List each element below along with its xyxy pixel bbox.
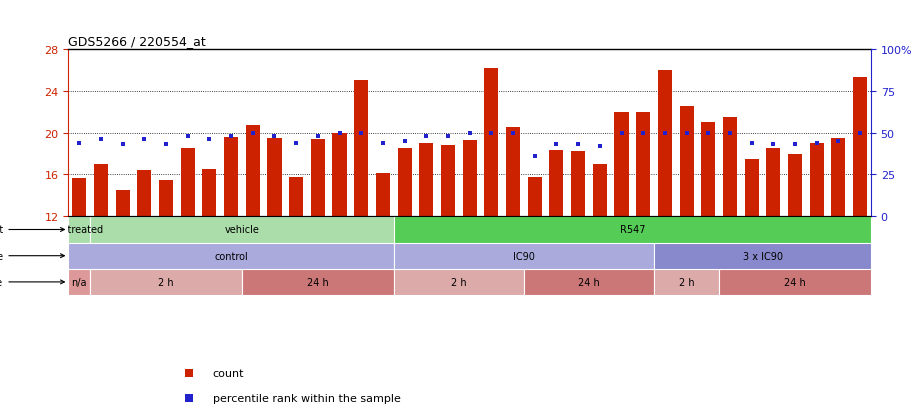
Bar: [809, 144, 823, 217]
Bar: [224, 138, 238, 217]
Bar: [548, 151, 563, 217]
Bar: [523, 269, 653, 295]
Text: 24 h: 24 h: [783, 277, 805, 287]
Bar: [852, 78, 866, 217]
Bar: [202, 170, 216, 217]
Text: GDS5266 / 220554_at: GDS5266 / 220554_at: [68, 35, 206, 47]
Bar: [636, 112, 650, 217]
Text: 2 h: 2 h: [678, 277, 693, 287]
Bar: [394, 217, 870, 243]
Bar: [527, 177, 541, 217]
Text: vehicle: vehicle: [224, 225, 259, 235]
Bar: [743, 159, 758, 217]
Bar: [787, 154, 801, 217]
Text: control: control: [214, 251, 248, 261]
Text: percentile rank within the sample: percentile rank within the sample: [212, 393, 400, 403]
Bar: [68, 217, 90, 243]
Bar: [138, 171, 151, 217]
Bar: [375, 174, 390, 217]
Bar: [333, 133, 346, 217]
Bar: [679, 107, 693, 217]
Text: agent: agent: [0, 225, 65, 235]
Bar: [68, 269, 90, 295]
Bar: [440, 146, 455, 217]
Bar: [311, 140, 324, 217]
Bar: [462, 140, 476, 217]
Bar: [289, 177, 302, 217]
Bar: [831, 138, 844, 217]
Bar: [592, 165, 606, 217]
Bar: [353, 81, 368, 217]
Text: 24 h: 24 h: [578, 277, 599, 287]
Bar: [484, 69, 498, 217]
Bar: [90, 269, 241, 295]
Bar: [94, 165, 107, 217]
Bar: [506, 128, 519, 217]
Bar: [614, 112, 628, 217]
Bar: [719, 269, 870, 295]
Text: untreated: untreated: [56, 225, 103, 235]
Bar: [722, 118, 736, 217]
Bar: [419, 144, 433, 217]
Bar: [245, 126, 260, 217]
Bar: [653, 269, 719, 295]
Bar: [765, 149, 780, 217]
Bar: [394, 269, 523, 295]
Bar: [90, 217, 394, 243]
Text: 2 h: 2 h: [451, 277, 466, 287]
Text: time: time: [0, 277, 65, 287]
Bar: [68, 243, 394, 269]
Text: dose: dose: [0, 251, 65, 261]
Bar: [394, 243, 653, 269]
Bar: [241, 269, 394, 295]
Bar: [570, 152, 585, 217]
Text: R547: R547: [619, 225, 644, 235]
Bar: [657, 71, 671, 217]
Text: IC90: IC90: [512, 251, 534, 261]
Bar: [267, 138, 281, 217]
Bar: [180, 149, 195, 217]
Text: 3 x IC90: 3 x IC90: [742, 251, 782, 261]
Bar: [116, 191, 129, 217]
Bar: [159, 180, 173, 217]
Text: n/a: n/a: [71, 277, 87, 287]
Bar: [397, 149, 411, 217]
Bar: [653, 243, 870, 269]
Text: 2 h: 2 h: [158, 277, 174, 287]
Bar: [701, 123, 714, 217]
Bar: [72, 178, 87, 217]
Text: count: count: [212, 368, 244, 378]
Text: 24 h: 24 h: [307, 277, 328, 287]
